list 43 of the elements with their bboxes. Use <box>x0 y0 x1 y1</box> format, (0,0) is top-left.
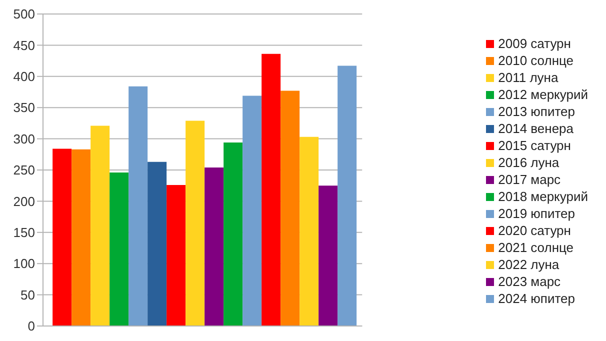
y-tick-label: 400 <box>13 69 35 84</box>
y-tick-label: 300 <box>13 131 35 146</box>
y-tick-label: 250 <box>13 162 35 178</box>
bar <box>52 148 72 326</box>
bar <box>128 86 148 326</box>
bar <box>318 186 338 326</box>
y-tick-label: 50 <box>20 287 35 302</box>
y-tick-label: 350 <box>13 100 35 116</box>
y-tick-label: 0 <box>28 318 35 334</box>
bar <box>166 184 186 326</box>
legend-label: 2018 меркурий <box>498 188 588 204</box>
legend-label: 2019 юпитер <box>498 206 575 220</box>
bar <box>148 162 167 326</box>
bar <box>300 136 319 326</box>
bar <box>224 142 243 326</box>
legend-label: 2020 сатурн <box>498 222 571 238</box>
y-tick-label: 150 <box>13 225 35 240</box>
legend-label: 2009 сатурн <box>498 36 571 50</box>
legend-label: 2010 солнце <box>498 52 574 68</box>
bar <box>338 66 357 326</box>
legend-label: 2014 венера <box>498 120 574 136</box>
bar <box>90 126 110 326</box>
legend-label: 2024 юпитер <box>498 290 575 306</box>
legend-label: 2017 марс <box>498 172 561 186</box>
bar <box>204 168 224 326</box>
bar <box>110 172 129 326</box>
y-tick-label: 450 <box>13 38 35 53</box>
legend-label: 2022 луна <box>498 256 560 272</box>
legend-label: 2012 меркурий <box>498 86 588 102</box>
bar <box>280 90 300 326</box>
y-tick-label: 200 <box>13 194 35 209</box>
legend-label: 2015 сатурн <box>498 138 571 152</box>
legend-label: 2011 луна <box>498 70 558 84</box>
bar <box>186 120 205 326</box>
y-tick-label: 100 <box>13 256 35 272</box>
legend-label: 2013 юпитер <box>498 104 575 118</box>
bar <box>262 54 281 326</box>
y-tick-label: 500 <box>13 6 35 22</box>
legend-label: 2021 солнце <box>498 240 574 254</box>
legend-label: 2023 марс <box>498 274 561 288</box>
bar <box>242 96 262 326</box>
legend-label: 2016 луна <box>498 154 560 170</box>
bar <box>72 149 91 326</box>
